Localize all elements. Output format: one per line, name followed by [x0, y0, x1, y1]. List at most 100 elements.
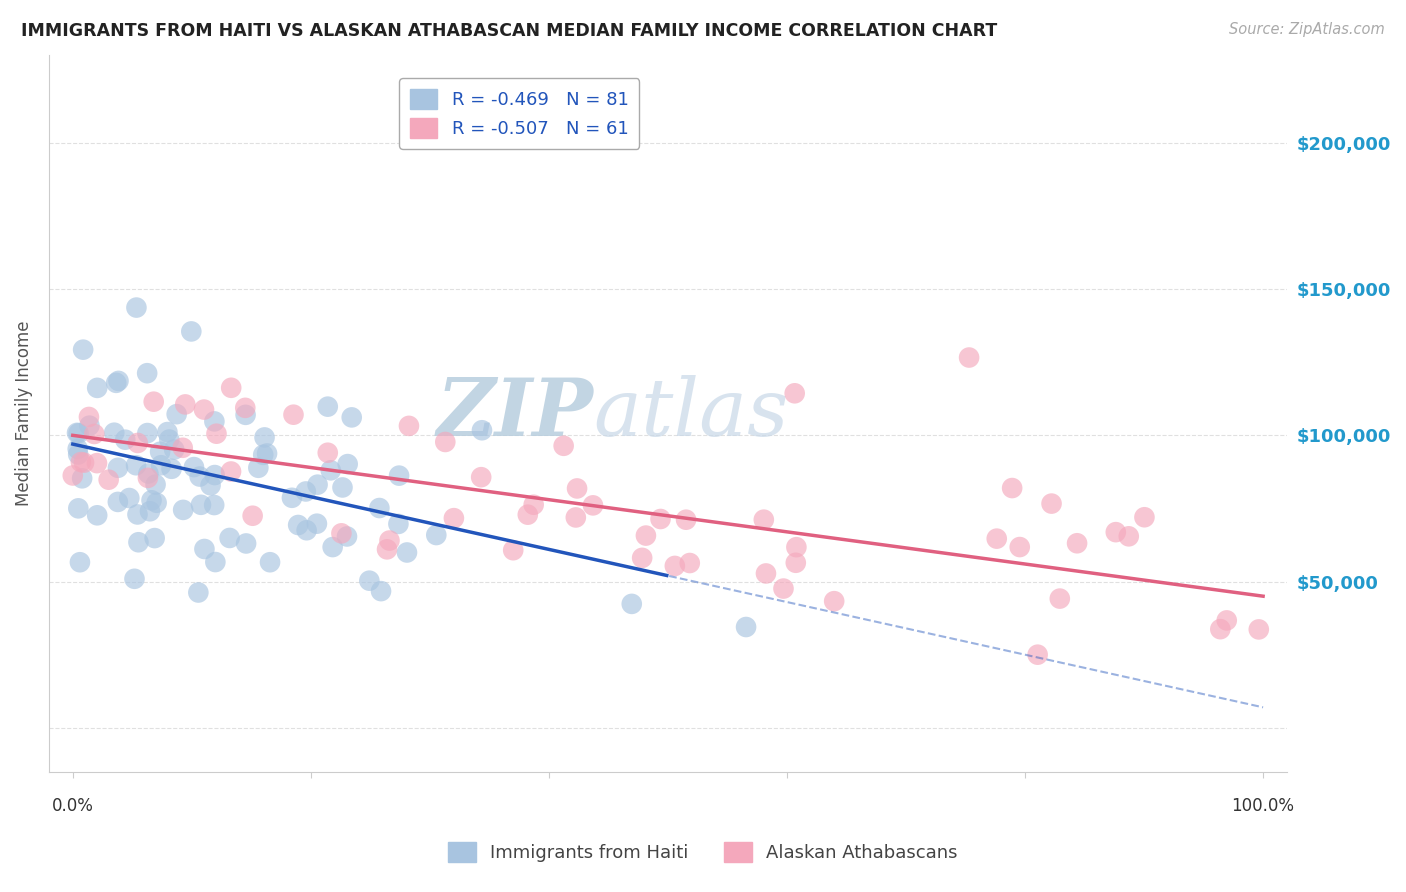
Point: [127, 436, 149, 450]
Point: [141, 493, 163, 508]
Point: [172, 441, 194, 455]
Point: [97, 473, 120, 487]
Point: [330, 526, 353, 541]
Point: [187, 585, 209, 599]
Point: [183, 460, 205, 475]
Point: [72, 343, 94, 357]
Point: [378, 533, 401, 548]
Point: [139, 504, 162, 518]
Point: [1216, 614, 1239, 628]
Point: [125, 301, 148, 315]
Point: [634, 528, 657, 542]
Legend: R = -0.469   N = 81, R = -0.507   N = 61: R = -0.469 N = 81, R = -0.507 N = 61: [399, 78, 640, 149]
Point: [163, 442, 186, 457]
Point: [1008, 540, 1031, 554]
Point: [295, 484, 318, 499]
Point: [755, 566, 778, 581]
Point: [281, 491, 304, 505]
Point: [145, 477, 167, 491]
Point: [70, 471, 93, 485]
Point: [202, 414, 225, 428]
Point: [145, 496, 167, 510]
Point: [124, 572, 146, 586]
Point: [202, 498, 225, 512]
Point: [1247, 623, 1270, 637]
Point: [675, 513, 697, 527]
Point: [957, 351, 980, 365]
Point: [160, 462, 183, 476]
Point: [136, 471, 159, 485]
Point: [114, 433, 136, 447]
Point: [783, 386, 806, 401]
Point: [307, 477, 329, 491]
Point: [398, 418, 420, 433]
Point: [247, 460, 270, 475]
Point: [136, 425, 159, 440]
Text: atlas: atlas: [593, 375, 789, 452]
Point: [127, 508, 149, 522]
Point: [136, 366, 159, 380]
Point: [218, 531, 240, 545]
Point: [336, 529, 359, 543]
Point: [166, 407, 188, 421]
Point: [1133, 510, 1156, 524]
Point: [67, 447, 90, 461]
Point: [387, 516, 409, 531]
Legend: Immigrants from Haiti, Alaskan Athabascans: Immigrants from Haiti, Alaskan Athabasca…: [441, 835, 965, 870]
Point: [125, 458, 148, 473]
Point: [443, 511, 465, 525]
Point: [1066, 536, 1088, 550]
Point: [425, 528, 447, 542]
Point: [118, 491, 141, 505]
Point: [69, 555, 91, 569]
Point: [235, 408, 257, 422]
Point: [252, 448, 274, 462]
Point: [516, 508, 538, 522]
Point: [336, 457, 359, 471]
Point: [259, 555, 281, 569]
Point: [785, 540, 807, 554]
Point: [67, 501, 90, 516]
Point: [233, 401, 256, 415]
Point: [332, 480, 354, 494]
Text: 100.0%: 100.0%: [1232, 797, 1295, 814]
Text: 0.0%: 0.0%: [52, 797, 94, 814]
Point: [83, 427, 105, 442]
Y-axis label: Median Family Income: Median Family Income: [15, 320, 32, 506]
Point: [219, 465, 242, 479]
Point: [316, 400, 339, 414]
Point: [142, 394, 165, 409]
Point: [86, 508, 108, 523]
Point: [180, 325, 202, 339]
Point: [679, 556, 702, 570]
Point: [470, 470, 492, 484]
Point: [150, 458, 173, 473]
Point: [283, 408, 305, 422]
Point: [253, 430, 276, 444]
Point: [193, 541, 215, 556]
Point: [565, 510, 588, 524]
Point: [66, 425, 89, 440]
Point: [316, 446, 339, 460]
Point: [107, 460, 129, 475]
Point: [105, 376, 128, 390]
Point: [1026, 648, 1049, 662]
Point: [174, 397, 197, 411]
Point: [986, 532, 1008, 546]
Point: [375, 542, 398, 557]
Point: [103, 425, 125, 440]
Point: [193, 402, 215, 417]
Point: [235, 536, 257, 550]
Point: [395, 545, 418, 559]
Text: Source: ZipAtlas.com: Source: ZipAtlas.com: [1229, 22, 1385, 37]
Point: [242, 508, 264, 523]
Point: [368, 501, 391, 516]
Point: [340, 410, 363, 425]
Point: [143, 531, 166, 545]
Point: [67, 426, 90, 441]
Point: [188, 469, 211, 483]
Point: [523, 498, 546, 512]
Point: [73, 456, 96, 470]
Point: [305, 516, 328, 531]
Point: [77, 409, 100, 424]
